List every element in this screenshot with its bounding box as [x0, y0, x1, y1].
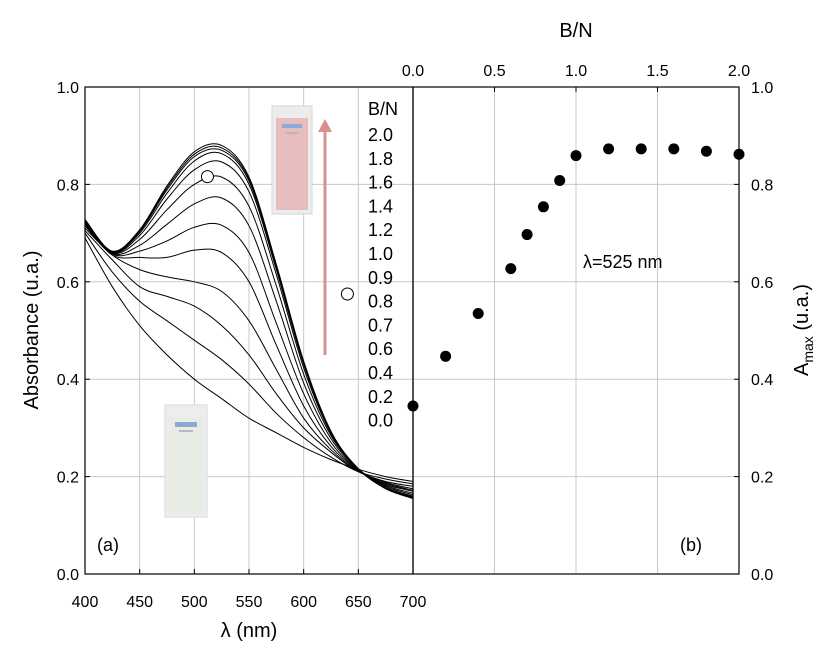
data-point — [554, 175, 566, 187]
x-tick-label: 700 — [400, 594, 427, 611]
data-point — [440, 350, 452, 362]
spectrum-line-12 — [84, 143, 414, 499]
cuvette-photo-clear — [164, 404, 208, 518]
x-tick-label: 450 — [126, 594, 153, 611]
y-tick-label: 1.0 — [751, 80, 773, 97]
panel-b-y-label-suffix: (u.a.) — [791, 284, 813, 336]
y-tick-label: 1.0 — [57, 80, 79, 97]
y-tick-label: 0.0 — [57, 567, 79, 584]
panel-a-y-ticks: 0.0 0.2 0.4 0.6 0.8 1.0 — [57, 80, 90, 584]
legend-entry: 0.6 — [368, 339, 393, 359]
y-tick-label: 0.8 — [57, 177, 79, 194]
panel-b-absorbance-max: 0.0 0.5 1.0 1.5 2.0 0.0 0.2 0.4 0.6 0.8 1.0 λ=525… — [402, 20, 816, 584]
data-point — [603, 143, 615, 155]
legend-title: B/N — [368, 99, 398, 119]
panel-b-x-label: B/N — [559, 20, 592, 42]
panel-a-x-label: λ (nm) — [221, 620, 278, 642]
legend-entry: 0.7 — [368, 315, 393, 335]
panel-b-y-label-main: A — [791, 362, 813, 376]
spectrum-line-2 — [84, 230, 414, 487]
panel-b-y-label: Amax (u.a.) — [791, 284, 816, 376]
x-tick-label: 400 — [72, 594, 99, 611]
y-tick-label: 0.0 — [751, 567, 773, 584]
legend-entry: 1.6 — [368, 173, 393, 193]
x-tick-label: 2.0 — [728, 63, 750, 80]
x-tick-label: 650 — [345, 594, 372, 611]
legend-entry: 1.4 — [368, 196, 393, 216]
panel-b-annotation: λ=525 nm — [583, 252, 663, 272]
data-point — [700, 145, 712, 157]
panel-b-y-label-sub: max — [800, 336, 816, 362]
y-tick-label: 0.6 — [57, 275, 79, 292]
legend-entry: 2.0 — [368, 125, 393, 145]
data-point — [635, 143, 647, 155]
increase-arrow — [318, 119, 332, 355]
data-point — [570, 150, 582, 162]
legend-entry: 0.8 — [368, 292, 393, 312]
y-tick-label: 0.2 — [57, 470, 79, 487]
x-tick-label: 500 — [181, 594, 208, 611]
data-point — [505, 263, 517, 275]
data-point — [521, 229, 533, 241]
panel-b-y-ticks: 0.0 0.2 0.4 0.6 0.8 1.0 — [734, 80, 773, 584]
data-point — [537, 201, 549, 213]
legend-entry: 1.2 — [368, 220, 393, 240]
legend-entry: 0.4 — [368, 363, 393, 383]
panel-a-series — [84, 143, 414, 499]
panel-b-label: (b) — [680, 535, 702, 555]
y-tick-label: 0.6 — [751, 275, 773, 292]
legend-entry: 0.9 — [368, 268, 393, 288]
x-tick-label: 0.5 — [483, 63, 505, 80]
x-tick-label: 0.0 — [402, 63, 424, 80]
panel-a-x-ticks: 400 450 500 550 600 650 700 — [72, 569, 427, 611]
x-tick-label: 1.0 — [565, 63, 587, 80]
y-tick-label: 0.2 — [751, 470, 773, 487]
legend-entry: 1.0 — [368, 244, 393, 264]
panel-a-open-markers — [200, 170, 354, 301]
legend-entry: 0.0 — [368, 411, 393, 431]
legend-entry: 0.2 — [368, 387, 393, 407]
panel-a-legend: 2.0 1.8 1.6 1.4 1.2 1.0 0.9 0.8 0.7 0.6 0.4 0.2 0.0 — [368, 125, 393, 431]
data-point — [668, 143, 680, 155]
y-tick-label: 0.8 — [751, 177, 773, 194]
x-tick-label: 550 — [236, 594, 263, 611]
legend-entry: 1.8 — [368, 149, 393, 169]
x-tick-label: 600 — [290, 594, 317, 611]
y-tick-label: 0.4 — [751, 372, 773, 389]
panel-a-spectra: B/N 2.0 1.8 1.6 1.4 1.2 1.0 0.9 0.8 0.7 0.6 0.4 0.2… — [21, 80, 426, 642]
x-tick-label: 1.5 — [646, 63, 668, 80]
open-marker-0 — [200, 170, 214, 184]
cuvette-photo-colored — [271, 105, 313, 215]
panel-b-x-ticks: 0.0 0.5 1.0 1.5 2.0 — [402, 63, 750, 92]
panel-b-grid — [413, 87, 739, 574]
data-point — [472, 307, 484, 319]
y-tick-label: 0.4 — [57, 372, 79, 389]
panel-a-grid — [85, 87, 413, 574]
panel-a-label: (a) — [97, 535, 119, 555]
panel-a-y-label: Absorbance (u.a.) — [21, 251, 43, 410]
open-marker-1 — [340, 287, 354, 301]
panel-b-points — [407, 143, 745, 412]
